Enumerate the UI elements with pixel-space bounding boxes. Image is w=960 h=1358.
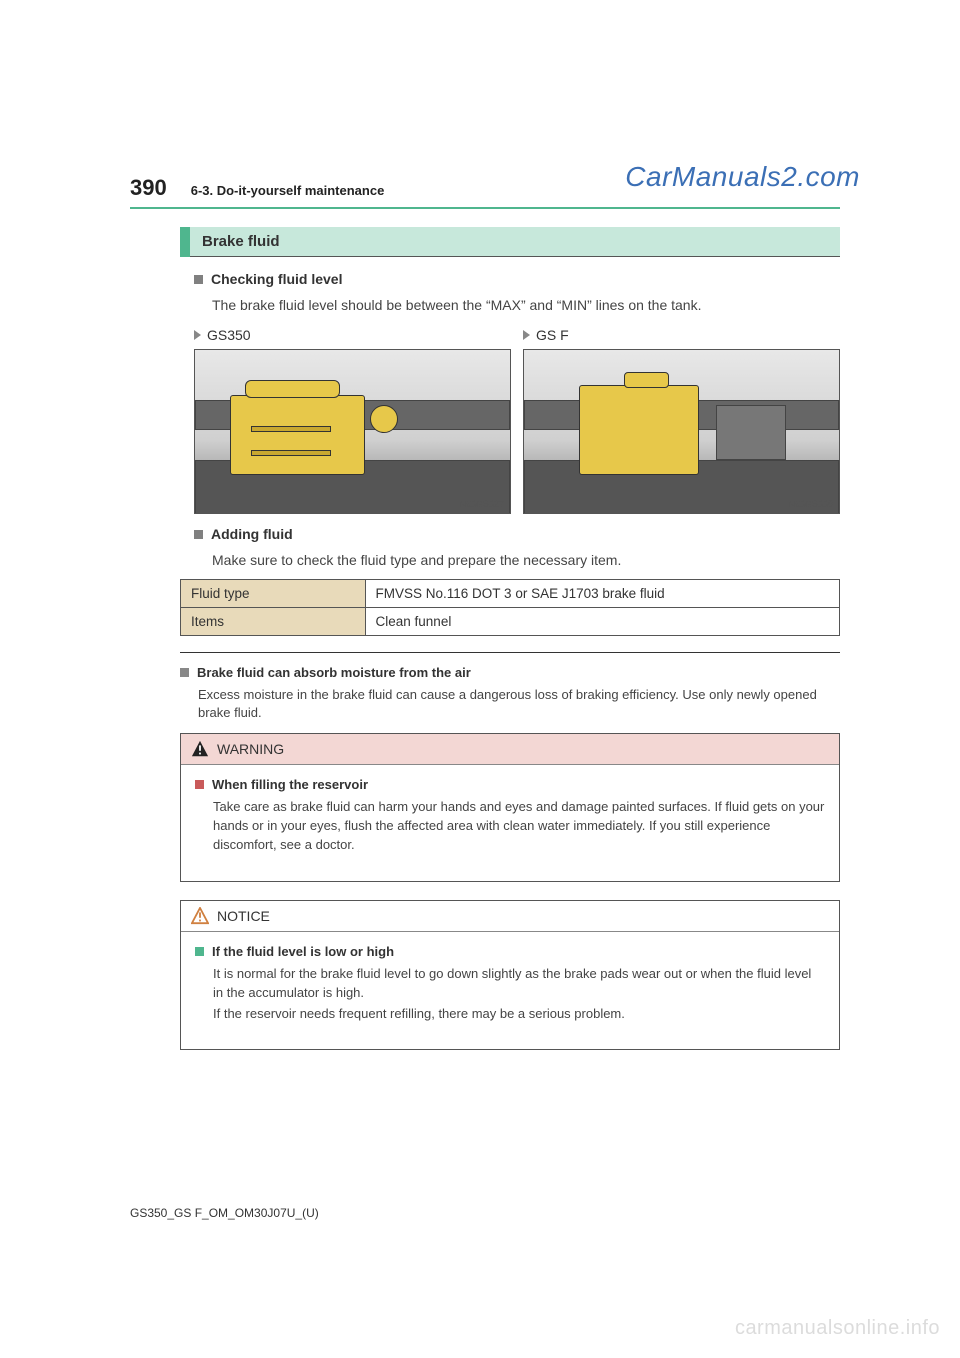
chapter-title: 6-3. Do-it-yourself maintenance <box>191 183 385 198</box>
warning-label: WARNING <box>217 741 284 757</box>
notice-body: If the fluid level is low or high It is … <box>181 932 839 1050</box>
models-row: GS350 IN63GS327 GS F <box>194 327 840 514</box>
table-label: Items <box>181 607 366 635</box>
model-right-text: GS F <box>536 327 569 343</box>
adding-heading: Adding fluid <box>194 526 840 542</box>
notice-header: NOTICE <box>181 901 839 932</box>
page-header: 390 6-3. Do-it-yourself maintenance CarM… <box>130 175 840 209</box>
notice-text-2: If the reservoir needs frequent refillin… <box>213 1005 825 1024</box>
table-label: Fluid type <box>181 579 366 607</box>
watermark-top: CarManuals2.com <box>625 161 860 193</box>
square-bullet-icon <box>180 668 189 677</box>
diagram-code-left: IN63GS327 <box>457 499 504 509</box>
model-col-left: GS350 IN63GS327 <box>194 327 511 514</box>
divider <box>180 652 840 653</box>
checking-body: The brake fluid level should be between … <box>212 295 840 315</box>
engine-diagram-gsf: IN63GS330 <box>523 349 840 514</box>
table-value: Clean funnel <box>365 607 839 635</box>
spec-table: Fluid type FMVSS No.116 DOT 3 or SAE J17… <box>180 579 840 636</box>
watermark-bottom: carmanualsonline.info <box>735 1317 940 1340</box>
footer-code: GS350_GS F_OM_OM30J07U_(U) <box>130 1206 319 1220</box>
warning-box: WARNING When filling the reservoir Take … <box>180 733 840 882</box>
model-label-right: GS F <box>523 327 840 343</box>
square-bullet-icon <box>194 530 203 539</box>
moisture-heading-text: Brake fluid can absorb moisture from the… <box>197 665 471 680</box>
page-number: 390 <box>130 175 167 201</box>
notice-label: NOTICE <box>217 908 270 924</box>
warning-text: Take care as brake fluid can harm your h… <box>213 798 825 855</box>
adding-heading-text: Adding fluid <box>211 526 293 542</box>
warning-header: WARNING <box>181 734 839 765</box>
checking-heading-text: Checking fluid level <box>211 271 342 287</box>
moisture-heading: Brake fluid can absorb moisture from the… <box>180 665 840 680</box>
warning-icon <box>191 740 209 758</box>
table-value: FMVSS No.116 DOT 3 or SAE J1703 brake fl… <box>365 579 839 607</box>
page-content: Brake fluid Checking fluid level The bra… <box>130 227 840 1050</box>
model-label-left: GS350 <box>194 327 511 343</box>
notice-box: NOTICE If the fluid level is low or high… <box>180 900 840 1051</box>
notice-sub: If the fluid level is low or high <box>195 944 825 959</box>
triangle-bullet-icon <box>523 330 530 340</box>
warning-body: When filling the reservoir Take care as … <box>181 765 839 881</box>
manual-page: 390 6-3. Do-it-yourself maintenance CarM… <box>130 175 840 1068</box>
notice-text-1: It is normal for the brake fluid level t… <box>213 965 825 1003</box>
notice-sub-text: If the fluid level is low or high <box>212 944 394 959</box>
square-bullet-icon <box>195 780 204 789</box>
section-heading-bar: Brake fluid <box>180 227 840 257</box>
moisture-body: Excess moisture in the brake fluid can c… <box>198 686 840 724</box>
notice-icon <box>191 907 209 925</box>
adding-body: Make sure to check the fluid type and pr… <box>212 550 840 570</box>
warning-sub-text: When filling the reservoir <box>212 777 368 792</box>
engine-diagram-gs350: IN63GS327 <box>194 349 511 514</box>
triangle-bullet-icon <box>194 330 201 340</box>
diagram-code-right: IN63GS330 <box>786 499 833 509</box>
model-left-text: GS350 <box>207 327 251 343</box>
table-row: Items Clean funnel <box>181 607 840 635</box>
model-col-right: GS F IN63GS330 <box>523 327 840 514</box>
section-title: Brake fluid <box>190 227 840 257</box>
checking-heading: Checking fluid level <box>194 271 840 287</box>
square-bullet-icon <box>195 947 204 956</box>
table-row: Fluid type FMVSS No.116 DOT 3 or SAE J17… <box>181 579 840 607</box>
square-bullet-icon <box>194 275 203 284</box>
warning-sub: When filling the reservoir <box>195 777 825 792</box>
section-tab <box>180 227 190 257</box>
